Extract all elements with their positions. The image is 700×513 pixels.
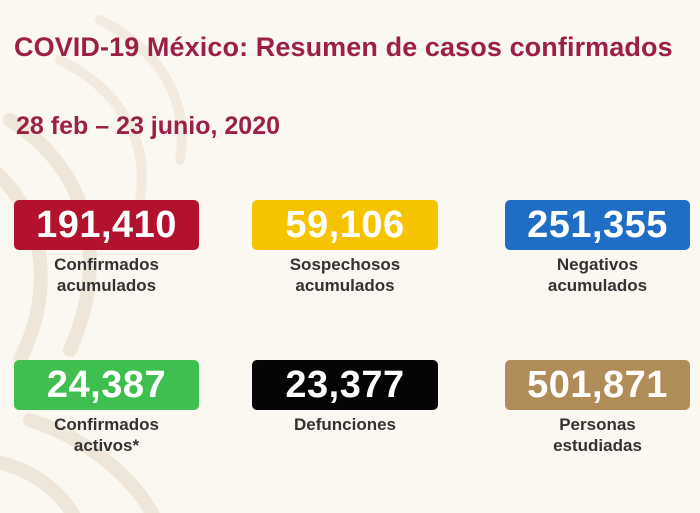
stat-confirmados-activos: 24,387 Confirmados activos* [14, 360, 199, 456]
stat-sospechosos-acumulados: 59,106 Sospechosos acumulados [252, 200, 438, 296]
stat-defunciones: 23,377 Defunciones [252, 360, 438, 435]
stat-label-line1: Negativos [556, 255, 639, 274]
stat-value-box: 191,410 [14, 200, 199, 250]
stat-label: Confirmados acumulados [14, 254, 199, 296]
stat-value-box: 501,871 [505, 360, 690, 410]
stat-value-box: 23,377 [252, 360, 438, 410]
stat-label: Sospechosos acumulados [252, 254, 438, 296]
stat-label-line1: Defunciones [293, 415, 397, 434]
stat-label: Negativos acumulados [505, 254, 690, 296]
stat-confirmados-acumulados: 191,410 Confirmados acumulados [14, 200, 199, 296]
stat-negativos-acumulados: 251,355 Negativos acumulados [505, 200, 690, 296]
stat-label-line1: Confirmados [54, 255, 159, 274]
stat-label-line1: Personas [559, 415, 636, 434]
stat-label: Personas estudiadas [505, 414, 690, 456]
stat-value-box: 24,387 [14, 360, 199, 410]
stat-label-line2: acumulados [295, 276, 395, 295]
stat-label: Confirmados activos* [14, 414, 199, 456]
stat-label-line2: activos* [73, 436, 140, 455]
stat-label-line1: Sospechosos [289, 255, 401, 274]
stat-value-box: 59,106 [252, 200, 438, 250]
date-range: 28 feb – 23 junio, 2020 [16, 112, 281, 140]
stat-label-line2: estudiadas [553, 436, 642, 455]
stat-label: Defunciones [252, 414, 438, 435]
stat-label-line2: acumulados [547, 276, 648, 295]
stat-label-line2: acumulados [56, 276, 157, 295]
stat-label-line1: Confirmados [54, 415, 159, 434]
stat-value-box: 251,355 [505, 200, 690, 250]
page-title: COVID-19 México: Resumen de casos confir… [14, 32, 673, 62]
stat-personas-estudiadas: 501,871 Personas estudiadas [505, 360, 690, 456]
